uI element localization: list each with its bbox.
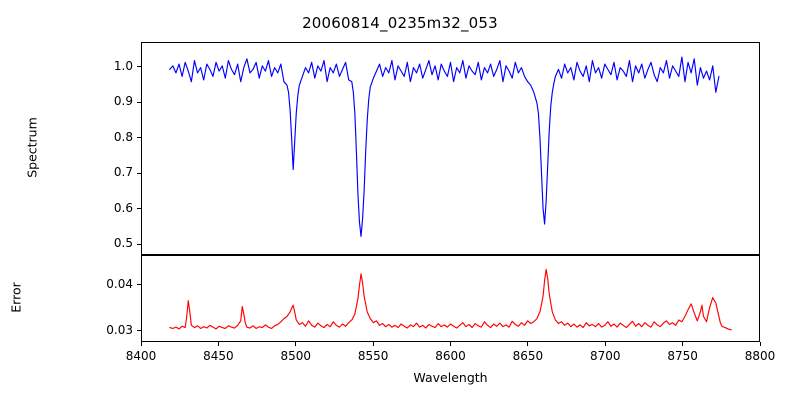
spectrum-y-tick-label: 1.0 xyxy=(113,58,133,73)
spectrum-y-tick-label: 0.5 xyxy=(113,236,133,251)
x-tickmark xyxy=(450,342,452,346)
error-y-tickmark xyxy=(137,284,141,286)
y-axis-label-spectrum: Spectrum xyxy=(24,117,40,178)
spectrum-panel xyxy=(141,42,760,255)
spectrum-y-tick-label: 0.6 xyxy=(113,200,133,215)
spectrum-y-tickmark xyxy=(137,137,141,139)
error-trace-svg xyxy=(142,256,759,341)
x-tick-label: 8750 xyxy=(667,349,698,363)
x-tick-label: 8450 xyxy=(203,349,234,363)
x-tick-label: 8550 xyxy=(357,349,389,363)
x-tick-label: 8800 xyxy=(744,349,776,363)
spectrum-y-tickmark xyxy=(137,101,141,103)
x-tickmark xyxy=(527,342,529,346)
spectrum-trace-svg xyxy=(142,43,759,254)
error-y-tickmark xyxy=(137,330,141,332)
spectrum-trace xyxy=(170,57,719,236)
x-tick-label: 8400 xyxy=(125,349,157,363)
x-tickmark xyxy=(682,342,684,346)
x-tick-label: 8500 xyxy=(280,349,312,363)
x-axis-label: Wavelength xyxy=(413,370,488,385)
spectrum-y-tick-label: 0.9 xyxy=(113,94,133,109)
spectrum-y-tickmark xyxy=(137,66,141,68)
spectrum-y-tickmark xyxy=(137,208,141,210)
y-axis-label-error: Error xyxy=(8,282,24,313)
x-tickmark xyxy=(759,342,761,346)
x-tickmark xyxy=(295,342,297,346)
error-y-tick-label: 0.04 xyxy=(106,276,133,291)
error-trace xyxy=(170,269,731,329)
error-panel xyxy=(141,255,760,342)
error-y-tick-label: 0.03 xyxy=(106,322,133,337)
x-tick-label: 8700 xyxy=(589,349,621,363)
x-tickmark xyxy=(604,342,606,346)
spectrum-y-tick-label: 0.8 xyxy=(113,129,133,144)
x-tickmark xyxy=(372,342,374,346)
chart-title: 20060814_0235m32_053 xyxy=(302,14,498,32)
spectrum-y-tick-label: 0.7 xyxy=(113,165,133,180)
spectrum-y-tickmark xyxy=(137,243,141,245)
x-tick-label: 8650 xyxy=(512,349,544,363)
x-tickmark xyxy=(140,342,142,346)
x-tickmark xyxy=(217,342,219,346)
spectrum-y-tickmark xyxy=(137,172,141,174)
x-tick-label: 8600 xyxy=(435,349,466,363)
